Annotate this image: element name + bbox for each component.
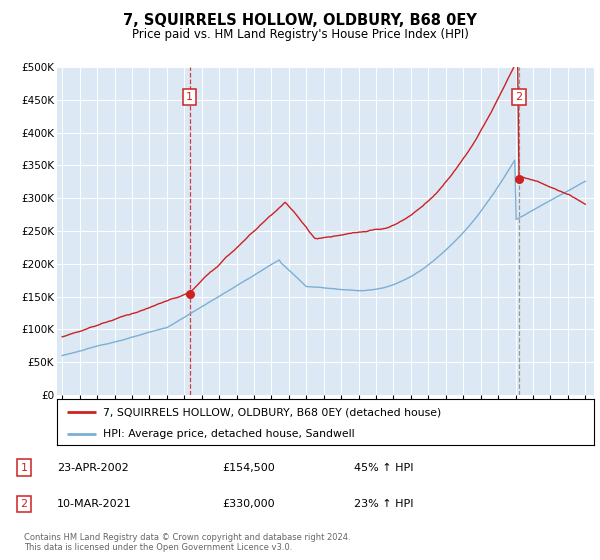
Text: This data is licensed under the Open Government Licence v3.0.: This data is licensed under the Open Gov…: [24, 543, 292, 552]
Text: 7, SQUIRRELS HOLLOW, OLDBURY, B68 0EY (detached house): 7, SQUIRRELS HOLLOW, OLDBURY, B68 0EY (d…: [103, 407, 441, 417]
Text: HPI: Average price, detached house, Sandwell: HPI: Average price, detached house, Sand…: [103, 429, 354, 438]
Text: Contains HM Land Registry data © Crown copyright and database right 2024.: Contains HM Land Registry data © Crown c…: [24, 533, 350, 542]
Text: 7, SQUIRRELS HOLLOW, OLDBURY, B68 0EY: 7, SQUIRRELS HOLLOW, OLDBURY, B68 0EY: [123, 13, 477, 28]
Text: 1: 1: [186, 92, 193, 102]
Text: 45% ↑ HPI: 45% ↑ HPI: [354, 463, 413, 473]
Text: 2: 2: [20, 499, 28, 509]
Text: 10-MAR-2021: 10-MAR-2021: [57, 499, 132, 509]
Text: 23% ↑ HPI: 23% ↑ HPI: [354, 499, 413, 509]
Text: 23-APR-2002: 23-APR-2002: [57, 463, 129, 473]
Text: 1: 1: [20, 463, 28, 473]
Text: £330,000: £330,000: [222, 499, 275, 509]
Text: 2: 2: [515, 92, 523, 102]
Text: Price paid vs. HM Land Registry's House Price Index (HPI): Price paid vs. HM Land Registry's House …: [131, 28, 469, 41]
Text: £154,500: £154,500: [222, 463, 275, 473]
